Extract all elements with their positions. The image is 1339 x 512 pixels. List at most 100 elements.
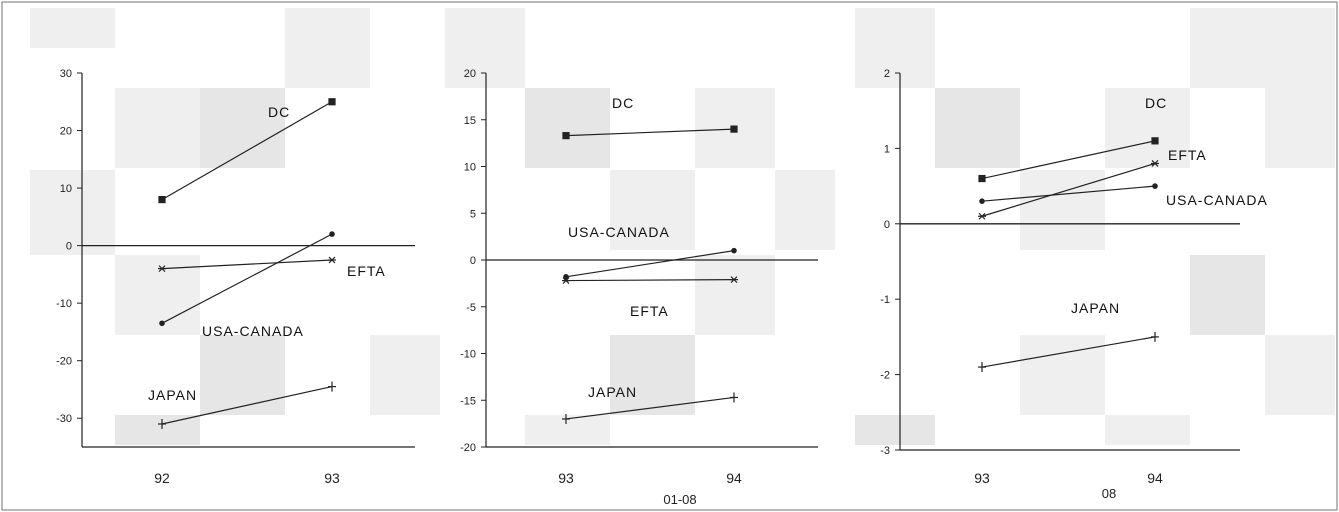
dc-point — [730, 125, 738, 133]
japan-point — [1151, 331, 1159, 342]
y-tick-label: 20 — [464, 68, 476, 80]
bg-block — [935, 88, 1020, 168]
bg-block — [1105, 415, 1190, 445]
japan-point — [730, 392, 738, 403]
bg-block — [1190, 255, 1265, 335]
x-tick-label: 92 — [154, 470, 170, 486]
series-japan: JAPAN — [978, 300, 1159, 373]
usa-canada-point — [563, 274, 569, 280]
y-tick-label: 20 — [60, 126, 72, 138]
bg-block — [525, 415, 610, 445]
series-line-japan — [565, 396, 735, 420]
bg-block — [30, 8, 115, 48]
series-line-dc — [565, 128, 735, 137]
panel-subtitle: 01-08 — [663, 492, 696, 507]
series-line-dc — [161, 101, 333, 201]
y-tick-label: 15 — [464, 115, 476, 127]
dc-point — [562, 132, 570, 140]
y-tick-label: 0 — [470, 255, 476, 267]
dc-point — [328, 98, 336, 106]
bg-block — [855, 415, 935, 445]
x-tick-label: 93 — [558, 470, 574, 486]
series-label-dc: DC — [268, 104, 290, 120]
y-tick-label: -1 — [880, 294, 890, 306]
y-tick-label: -2 — [880, 370, 890, 382]
dc-point — [158, 195, 166, 204]
japan-point — [158, 418, 166, 429]
panel-subtitle: 08 — [1102, 486, 1116, 501]
series-line-japan — [981, 336, 1156, 368]
series-usa-canada: USA-CANADA — [159, 231, 335, 339]
series-dc: DC — [978, 95, 1167, 183]
bg-block — [775, 170, 835, 250]
series-label-dc: DC — [1145, 95, 1167, 111]
bg-block — [1190, 8, 1265, 88]
chart-panel-2: 20 15 10 5 0 -5 -10 -15 -20 93 94 01-08 DC USA-CANADA… — [460, 68, 818, 507]
usa-canada-point — [159, 320, 165, 327]
y-tick-label: 10 — [464, 162, 476, 174]
series-usa-canada: USA-CANADA — [563, 224, 737, 280]
y-tick-label: 0 — [884, 219, 890, 231]
bg-block — [525, 88, 610, 168]
series-japan: JAPAN — [562, 384, 738, 424]
bg-block — [1105, 88, 1190, 168]
dc-point — [1151, 137, 1159, 145]
series-label-efta: EFTA — [630, 303, 669, 319]
bg-block — [115, 88, 200, 168]
bg-block — [370, 335, 440, 415]
series-efta: EFTA — [562, 276, 738, 319]
series-label-usa-canada: USA-CANADA — [568, 224, 670, 240]
bg-block — [695, 255, 775, 335]
bg-block — [610, 335, 695, 415]
series-label-usa-canada: USA-CANADA — [202, 323, 304, 339]
y-tick-label: -5 — [466, 302, 476, 314]
series-japan: JAPAN — [148, 381, 336, 429]
chart-panel-3: 2 1 0 -1 -2 -3 93 94 08 DC EFTA USA-CANADA JAPAN — [880, 68, 1268, 501]
bg-block — [445, 8, 525, 88]
series-efta: EFTA — [978, 147, 1206, 220]
series-dc: DC — [158, 98, 336, 204]
efta-point — [328, 256, 336, 264]
y-tick-label: 10 — [60, 183, 72, 195]
y-tick-label: -20 — [56, 356, 72, 368]
bg-block — [285, 8, 370, 88]
usa-canada-point — [731, 247, 737, 254]
usa-canada-point — [329, 231, 335, 237]
japan-point — [978, 362, 986, 373]
chart-panel-1: 30 20 10 0 -10 -20 -30 92 93 DC EFTA USA-CANADA JAPA… — [56, 68, 415, 486]
series-line-efta — [981, 162, 1156, 217]
series-label-efta: EFTA — [347, 263, 386, 279]
y-tick-label: 30 — [60, 68, 72, 80]
series-line-efta — [565, 279, 735, 282]
series-usa-canada: USA-CANADA — [979, 183, 1268, 208]
dc-point — [978, 174, 986, 183]
x-tick-label: 94 — [726, 470, 742, 486]
series-line-japan — [161, 385, 333, 425]
series-line-usa-canada — [565, 250, 735, 278]
y-tick-label: 2 — [884, 68, 890, 80]
efta-point — [562, 277, 570, 284]
efta-point — [158, 265, 166, 273]
bg-block — [200, 335, 285, 415]
y-tick-label: -10 — [56, 298, 72, 310]
series-line-usa-canada — [981, 185, 1156, 202]
efta-point — [978, 212, 986, 220]
usa-canada-point — [979, 198, 985, 204]
series-efta: EFTA — [158, 256, 386, 279]
series-dc: DC — [562, 95, 738, 140]
series-label-japan: JAPAN — [148, 387, 197, 403]
series-label-usa-canada: USA-CANADA — [1166, 192, 1268, 208]
y-tick-label: -10 — [460, 349, 476, 361]
usa-canada-point — [1152, 183, 1158, 189]
bg-block — [1020, 335, 1105, 415]
x-tick-label: 93 — [974, 470, 990, 486]
bg-block — [200, 88, 285, 168]
japan-point — [328, 381, 336, 392]
series-line-efta — [161, 259, 333, 270]
series-label-japan: JAPAN — [588, 384, 637, 400]
background-blocks — [30, 8, 1335, 445]
series-label-japan: JAPAN — [1071, 300, 1120, 316]
y-tick-label: 5 — [470, 208, 476, 220]
